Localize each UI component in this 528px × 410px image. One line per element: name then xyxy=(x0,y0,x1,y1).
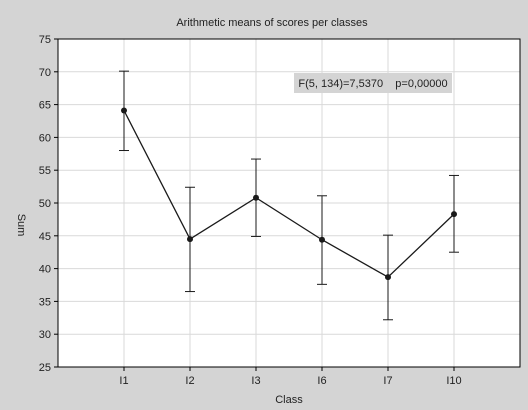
y-axis-ticks: 25 30 35 40 45 50 55 60 65 70 75 xyxy=(39,34,58,374)
mean-point xyxy=(253,194,259,201)
mean-point xyxy=(121,107,127,114)
series-line xyxy=(123,110,455,278)
y-tick-label: 55 xyxy=(39,165,51,177)
x-axis-label: Class xyxy=(275,394,303,406)
data-points xyxy=(121,107,457,281)
y-tick-label: 35 xyxy=(39,296,51,308)
y-tick-label: 65 xyxy=(39,100,51,112)
x-tick-label: I3 xyxy=(251,375,260,387)
annotation-text: F(5, 134)=7,5370 p=0,00000 xyxy=(298,78,447,90)
x-tick-label: I1 xyxy=(119,375,128,387)
y-tick-label: 45 xyxy=(39,231,51,243)
x-axis-ticks: I1 I2 I3 I6 I7 I10 xyxy=(119,367,462,387)
y-tick-label: 50 xyxy=(39,198,51,210)
chart-title: Arithmetic means of scores per classes xyxy=(176,17,368,29)
y-axis-label: Sum xyxy=(15,214,27,237)
y-tick-label: 40 xyxy=(39,264,51,276)
y-tick-label: 70 xyxy=(39,67,51,79)
x-tick-label: I10 xyxy=(446,375,461,387)
mean-point xyxy=(319,236,325,243)
y-tick-label: 75 xyxy=(39,34,51,46)
statistics-annotation: F(5, 134)=7,5370 p=0,00000 xyxy=(294,73,452,93)
mean-point xyxy=(187,236,193,243)
x-tick-label: I6 xyxy=(317,375,326,387)
y-tick-label: 30 xyxy=(39,329,51,341)
mean-line xyxy=(123,110,455,278)
annotation-box xyxy=(294,73,452,93)
x-tick-label: I2 xyxy=(185,375,194,387)
mean-point xyxy=(451,211,457,218)
mean-point xyxy=(385,274,391,281)
y-tick-label: 25 xyxy=(39,362,51,374)
x-tick-label: I7 xyxy=(383,375,392,387)
y-tick-label: 60 xyxy=(39,132,51,144)
